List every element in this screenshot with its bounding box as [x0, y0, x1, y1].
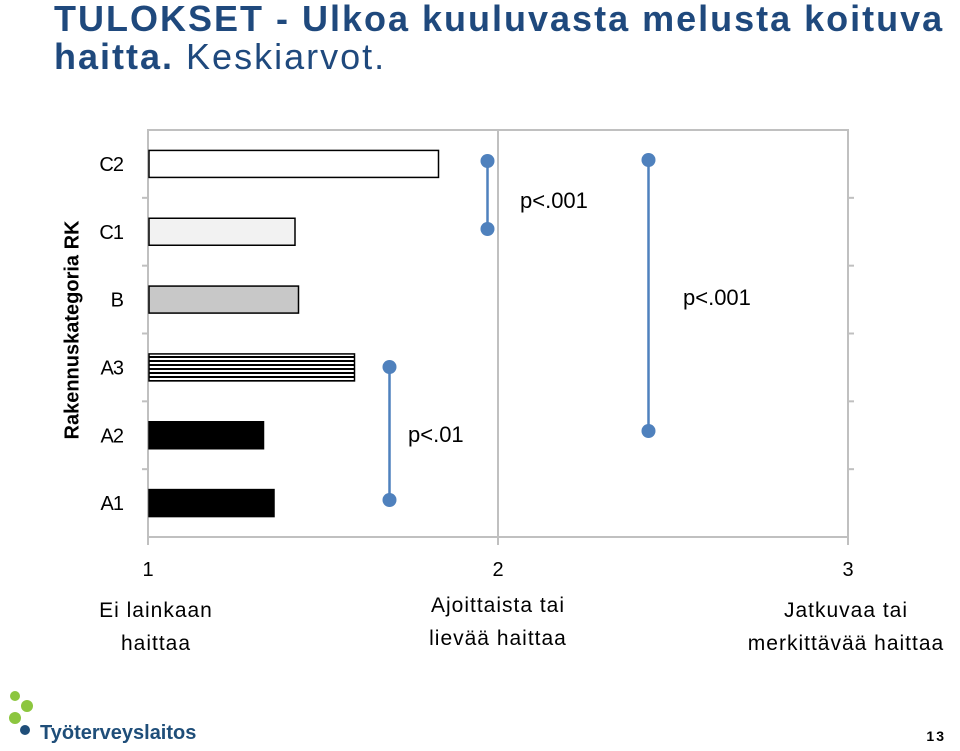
page-number: 13: [926, 728, 946, 744]
comparison-marker: [641, 153, 656, 167]
bar-a1: [148, 488, 275, 518]
x-tick-label: 3: [842, 559, 853, 581]
x-tick-label: 2: [492, 559, 503, 581]
comparison-marker: [480, 222, 495, 236]
category-label-c1: C1: [99, 222, 123, 244]
title-bold: TULOKSET - Ulkoa kuuluvasta melusta koit…: [54, 0, 945, 77]
x-tick-description: Ajoittaista tai: [431, 594, 565, 617]
p-value-label: p<.01: [408, 422, 464, 447]
comparison-marker: [641, 424, 656, 438]
x-tick-description: haittaa: [121, 632, 191, 655]
bar-c1: [148, 217, 296, 246]
bar-chart: C2 C1 B A3 A2 A1 1 Ei lainkaan haittaa 2 Ajoittai…: [99, 129, 944, 655]
x-tick-description: Jatkuvaa tai: [784, 599, 908, 622]
category-label-b: B: [111, 290, 124, 312]
x-tick-label: 1: [142, 559, 153, 581]
logo-text: Työterveyslaitos: [40, 722, 197, 744]
bar-c2: [148, 149, 440, 179]
page-title: TULOKSET - Ulkoa kuuluvasta melusta koit…: [54, 0, 954, 76]
title-normal: Keskiarvot.: [186, 36, 387, 77]
category-label-a3: A3: [101, 357, 124, 379]
p-value-label: p<.001: [683, 285, 751, 310]
comparison-marker: [382, 493, 397, 507]
x-tick-description: Ei lainkaan: [99, 599, 213, 622]
bar-a3: [148, 353, 356, 382]
logo-icon: [9, 691, 33, 735]
comparison-marker: [382, 360, 397, 374]
bar-b: [148, 285, 300, 314]
p-value-label: p<.001: [520, 188, 588, 213]
category-label-a2: A2: [101, 425, 124, 447]
x-tick-description: merkittävää haittaa: [748, 632, 944, 655]
comparison-marker: [480, 154, 495, 168]
bar-a2: [148, 421, 265, 450]
category-label-c2: C2: [99, 154, 123, 176]
x-tick-description: lievää haittaa: [429, 627, 567, 650]
category-label-a1: A1: [101, 493, 124, 515]
